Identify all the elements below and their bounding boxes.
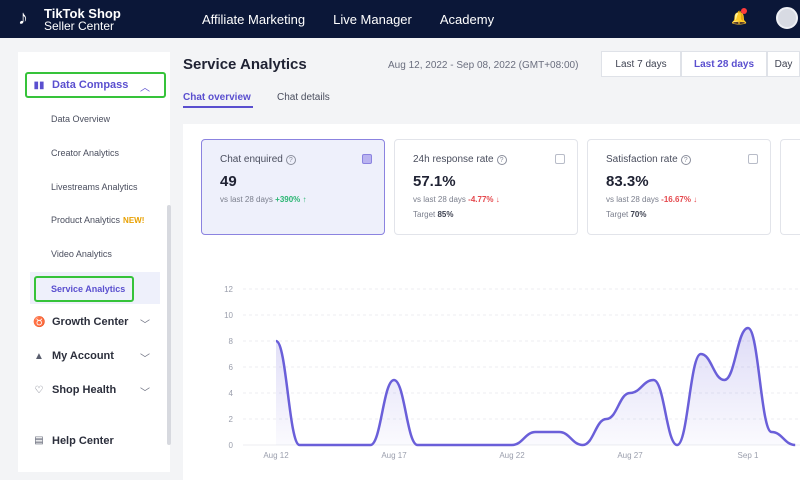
x-tick-label: Sep 1 [738, 451, 759, 460]
card-comparison: vs last 28 days +390% ↑ [220, 195, 307, 204]
target-value: 70% [630, 210, 647, 219]
y-tick-label: 0 [229, 441, 234, 450]
help-icon[interactable]: ? [285, 155, 296, 165]
card-title: 24h response rate? [413, 154, 507, 165]
tab-chat-details[interactable]: Chat details [277, 92, 330, 103]
avatar[interactable] [776, 7, 798, 29]
card-title: Satisfaction rate? [606, 154, 691, 165]
last-7-days-button[interactable]: Last 7 days [601, 51, 681, 77]
x-tick-label: Aug 12 [263, 451, 289, 460]
card-comparison: vs last 28 days -16.67% ↓ [606, 195, 697, 204]
change-value: -16.67% [661, 195, 691, 204]
day-button[interactable]: Day [767, 51, 800, 77]
card-title-text: 24h response rate [413, 154, 494, 165]
card-checkbox[interactable] [362, 154, 372, 164]
sidebar-item-my-account[interactable]: My Account [52, 350, 114, 362]
chart-series-line[interactable] [274, 326, 796, 447]
tab-chat-overview[interactable]: Chat overview [183, 92, 251, 103]
compare-label: vs last 28 days [606, 195, 659, 204]
sidebar-item-livestreams-analytics[interactable]: Livestreams Analytics [51, 182, 138, 192]
sidebar-item-video-analytics[interactable]: Video Analytics [51, 249, 112, 259]
help-icon[interactable]: ? [496, 155, 507, 165]
sidebar-item-creator-analytics[interactable]: Creator Analytics [51, 148, 120, 158]
nav-academy[interactable]: Academy [439, 11, 495, 27]
arrow-down-icon: ↓ [690, 195, 698, 204]
new-badge: NEW! [123, 216, 145, 225]
x-tick-label: Aug 27 [617, 451, 643, 460]
card-value: 83.3% [606, 173, 649, 190]
metric-card-chat-enquired[interactable]: Chat enquired? 49 vs last 28 days +390% … [201, 139, 385, 235]
chevron-down-icon[interactable]: ﹀ [140, 388, 150, 399]
card-title-text: Chat enquired [220, 154, 283, 165]
change-value: -4.77% [468, 195, 494, 204]
chevron-down-icon[interactable]: ﹀ [140, 354, 150, 365]
change-value: +390% [275, 195, 301, 204]
x-tick-label: Aug 17 [381, 451, 407, 460]
active-tab-underline [183, 106, 253, 108]
sidebar [18, 52, 170, 472]
highlight-service-analytics [34, 276, 134, 302]
shop-health-icon: ♡ [34, 385, 44, 396]
sidebar-item-help-center[interactable]: Help Center [52, 435, 114, 447]
chevron-up-icon[interactable]: ︿ [140, 83, 150, 94]
y-tick-label: 2 [229, 415, 234, 424]
tiktok-note-icon: ♪ [18, 7, 28, 29]
nav-live-manager[interactable]: Live Manager [333, 11, 412, 27]
metric-card-partial[interactable] [780, 139, 800, 235]
y-tick-label: 8 [229, 337, 234, 346]
card-checkbox[interactable] [748, 154, 758, 164]
y-tick-label: 12 [224, 285, 233, 294]
y-tick-label: 6 [229, 363, 234, 372]
x-tick-label: Aug 22 [499, 451, 525, 460]
card-title-text: Satisfaction rate [606, 154, 678, 165]
top-bar: ♪ TikTok Shop Seller Center Affiliate Ma… [0, 0, 800, 38]
top-nav: Affiliate Marketing Live Manager Academy [202, 0, 494, 38]
bar-chart-icon: ▮▮ [33, 80, 45, 91]
chart-area-fill [276, 328, 796, 445]
chevron-down-icon[interactable]: ﹀ [140, 320, 150, 331]
arrow-up-icon: ↑ [300, 195, 307, 204]
card-value: 49 [220, 173, 237, 190]
sidebar-item-service-analytics[interactable]: Service Analytics [51, 284, 126, 294]
sidebar-item-product-analytics[interactable]: Product Analytics NEW! [51, 215, 144, 225]
y-tick-label: 4 [229, 389, 234, 398]
metric-card-24h-response-rate[interactable]: 24h response rate? 57.1% vs last 28 days… [394, 139, 578, 235]
target-value: 85% [437, 210, 454, 219]
y-tick-label: 10 [224, 311, 233, 320]
help-icon[interactable]: ? [680, 155, 691, 165]
date-range[interactable]: Aug 12, 2022 - Sep 08, 2022 (GMT+08:00) [388, 60, 579, 71]
card-comparison: vs last 28 days -4.77% ↓ [413, 195, 500, 204]
compare-label: vs last 28 days [413, 195, 466, 204]
sidebar-item-data-overview[interactable]: Data Overview [51, 114, 111, 124]
card-value: 57.1% [413, 173, 456, 190]
sidebar-item-shop-health[interactable]: Shop Health [52, 384, 117, 396]
sidebar-scrollbar[interactable] [167, 205, 171, 445]
page-title: Service Analytics [183, 56, 307, 73]
sidebar-item-growth-center[interactable]: Growth Center [52, 316, 129, 328]
arrow-down-icon: ↓ [493, 195, 500, 204]
last-28-days-button[interactable]: Last 28 days [681, 51, 767, 77]
help-book-icon: ▤ [34, 435, 44, 446]
sidebar-item-data-compass[interactable]: Data Compass [52, 79, 129, 91]
nav-affiliate-marketing[interactable]: Affiliate Marketing [202, 11, 306, 27]
target-label: Target [413, 210, 436, 219]
metric-card-satisfaction-rate[interactable]: Satisfaction rate? 83.3% vs last 28 days… [587, 139, 771, 235]
tiktok-shop-logo[interactable]: ♪ TikTok Shop Seller Center [18, 4, 138, 34]
chat-enquired-chart: 0 2 4 6 8 10 12 Aug 12 Aug 17 Aug 22 Aug 27 Sep 1 [224, 285, 800, 460]
card-target: Target 85% [413, 210, 453, 219]
brand-line1: TikTok Shop [44, 6, 121, 21]
product-analytics-label: Product Analytics [51, 215, 121, 225]
card-target: Target 70% [606, 210, 646, 219]
highlight-data-compass [25, 72, 166, 98]
card-checkbox[interactable] [555, 154, 565, 164]
brand-line2: Seller Center [44, 19, 115, 33]
notification-dot [741, 8, 747, 14]
card-title: Chat enquired? [220, 154, 296, 165]
account-icon: ▲ [34, 351, 44, 362]
medal-icon: ♉ [33, 317, 46, 328]
target-label: Target [606, 210, 629, 219]
compare-label: vs last 28 days [220, 195, 273, 204]
